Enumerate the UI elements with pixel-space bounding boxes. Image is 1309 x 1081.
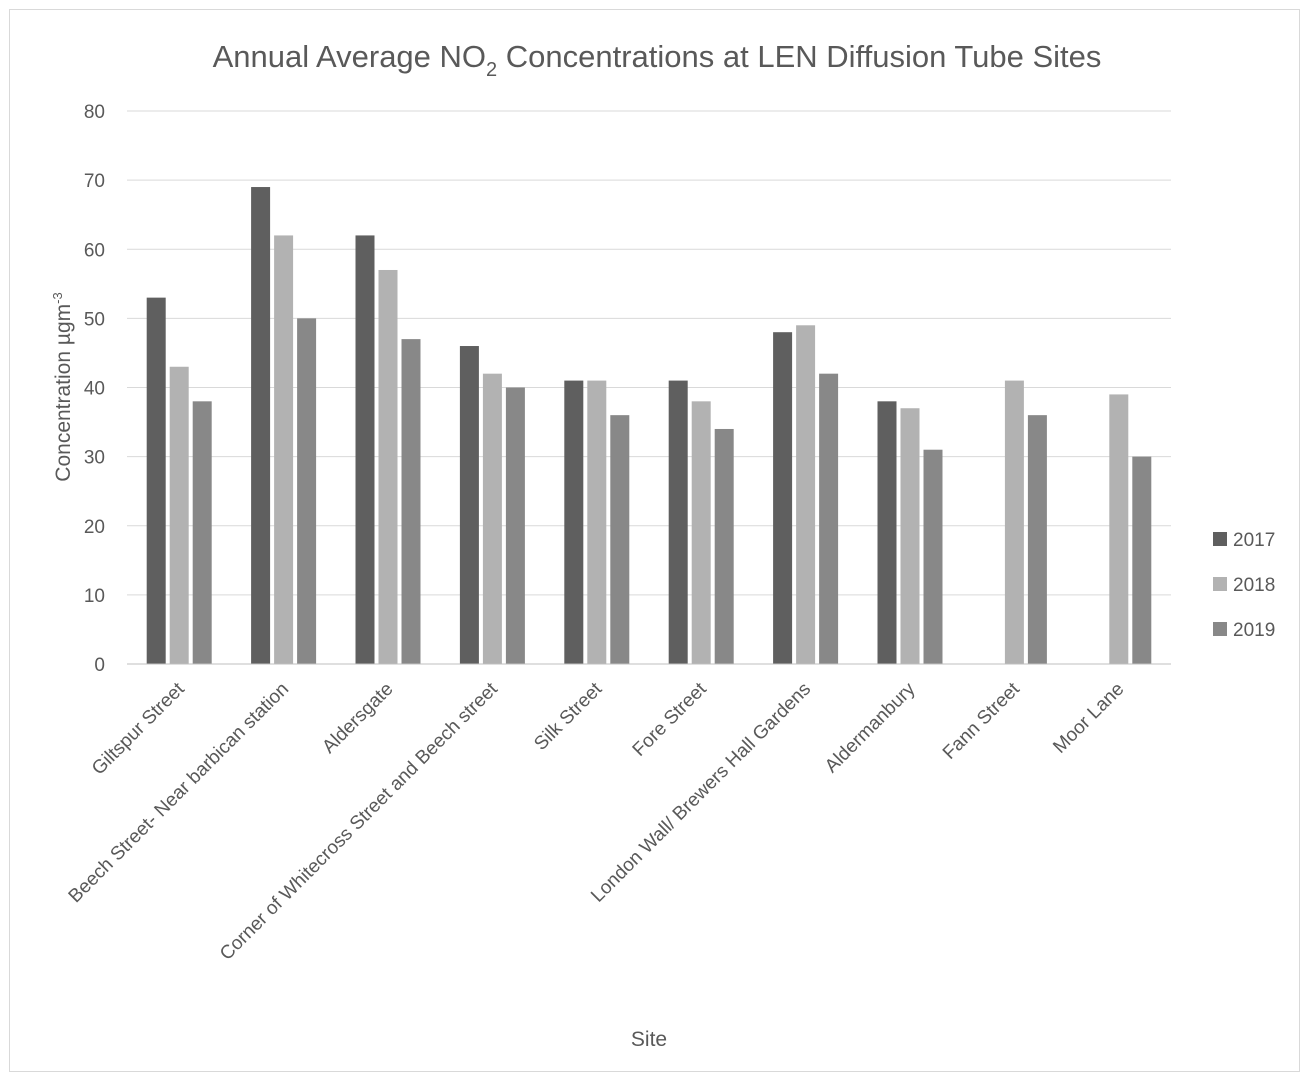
y-axis-title: Concentration µgm-3 bbox=[50, 292, 75, 481]
bar-2018-1 bbox=[274, 235, 294, 665]
x-tick-label: Silk Street bbox=[530, 678, 607, 755]
bar-2018-6 bbox=[796, 325, 816, 664]
legend-swatch-2019 bbox=[1213, 622, 1227, 636]
bar-2019-2 bbox=[401, 339, 421, 664]
bar-2019-0 bbox=[192, 401, 212, 664]
y-tick-label: 20 bbox=[84, 517, 105, 538]
y-tick-label: 30 bbox=[84, 448, 105, 469]
bar-2018-0 bbox=[169, 366, 189, 664]
legend: 2017 2018 2019 bbox=[1213, 530, 1275, 641]
y-tick-label: 70 bbox=[84, 171, 105, 192]
y-tick-label: 0 bbox=[94, 655, 105, 676]
bar-2019-5 bbox=[714, 428, 734, 664]
legend-label: 2018 bbox=[1233, 575, 1275, 596]
bar-2018-5 bbox=[691, 401, 711, 664]
bar-2019-9 bbox=[1132, 456, 1152, 664]
chart-title: Annual Average NO2 Concentrations at LEN… bbox=[213, 39, 1102, 81]
bar-2019-4 bbox=[610, 415, 630, 664]
x-tick-label: Beech Street- Near barbican station bbox=[65, 679, 293, 907]
bar-2019-1 bbox=[297, 318, 317, 664]
bar-2018-4 bbox=[587, 380, 607, 664]
y-tick-label: 50 bbox=[84, 309, 105, 330]
bar-2018-2 bbox=[378, 269, 398, 664]
legend-swatch-2018 bbox=[1213, 577, 1227, 591]
x-tick-label: Aldersgate bbox=[318, 679, 397, 758]
y-axis-ticks: 0 10 20 30 40 50 60 70 80 bbox=[84, 102, 105, 676]
bar-2017-5 bbox=[668, 380, 688, 664]
bar-2017-7 bbox=[877, 401, 897, 664]
legend-label: 2017 bbox=[1233, 530, 1275, 551]
x-tick-label: Fann Street bbox=[939, 678, 1025, 764]
y-tick-label: 10 bbox=[84, 586, 105, 607]
y-tick-label: 60 bbox=[84, 240, 105, 261]
bar-2019-7 bbox=[923, 449, 943, 664]
x-tick-label: Moor Lane bbox=[1049, 679, 1128, 758]
x-tick-label: Fore Street bbox=[629, 678, 712, 761]
bar-2017-6 bbox=[773, 332, 793, 664]
bar-2018-9 bbox=[1109, 394, 1129, 664]
bar-2017-1 bbox=[251, 187, 271, 664]
x-axis-title: Site bbox=[631, 1028, 667, 1051]
bar-2018-7 bbox=[900, 408, 920, 664]
x-tick-label: London Wall/ Brewers Hall Gardens bbox=[587, 679, 815, 907]
bar-2017-0 bbox=[146, 297, 166, 664]
bar-2017-4 bbox=[564, 380, 584, 664]
y-tick-label: 80 bbox=[84, 102, 105, 123]
x-tick-label: Giltspur Street bbox=[88, 678, 189, 779]
legend-label: 2019 bbox=[1233, 620, 1275, 641]
bar-2019-8 bbox=[1027, 415, 1047, 664]
y-tick-label: 40 bbox=[84, 379, 105, 400]
bar-2018-8 bbox=[1004, 380, 1024, 664]
chart-area bbox=[9, 9, 1300, 1072]
legend-swatch-2017 bbox=[1213, 532, 1227, 546]
x-tick-label: Aldermanbury bbox=[821, 678, 920, 777]
bar-2019-6 bbox=[819, 373, 839, 664]
bar-2017-3 bbox=[459, 346, 479, 664]
bar-2018-3 bbox=[482, 373, 502, 664]
bar-2019-3 bbox=[505, 387, 525, 664]
bar-2017-2 bbox=[355, 235, 375, 665]
bars bbox=[146, 187, 1152, 665]
